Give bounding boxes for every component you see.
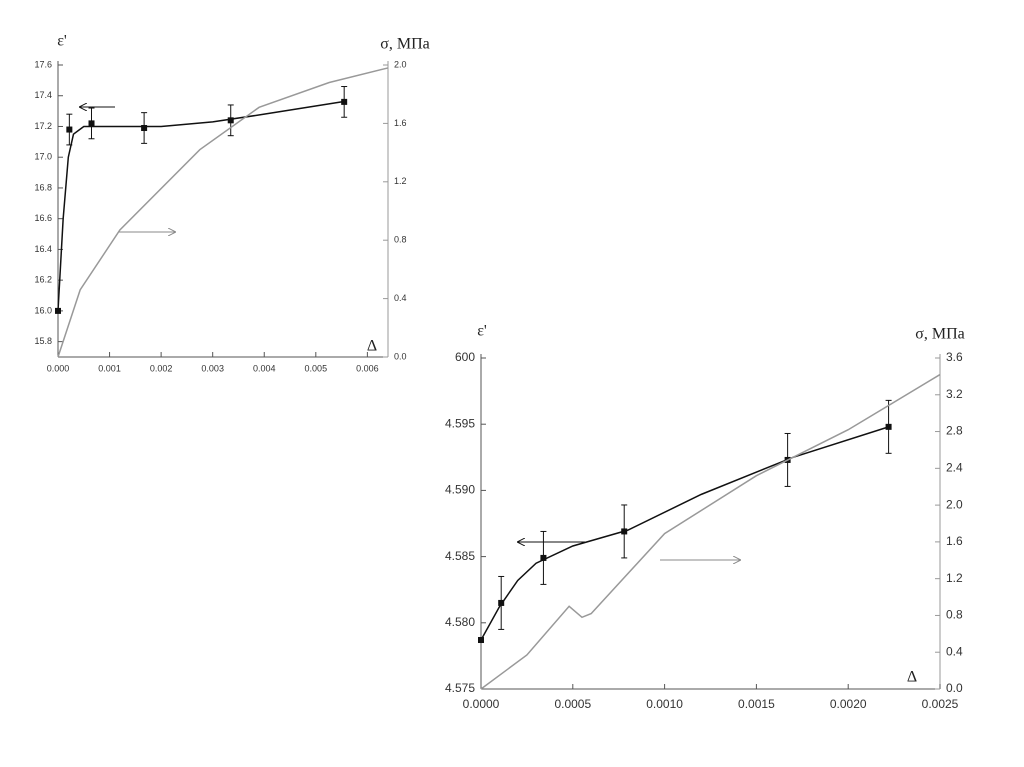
y-tick-label: 16.4 [34, 244, 52, 254]
y2-tick-label: 1.2 [946, 571, 963, 585]
y-tick-label: 16.2 [34, 275, 52, 285]
y2-tick-label: 2.0 [394, 59, 407, 69]
line [57, 67, 389, 358]
y2-tick-label: 2.4 [946, 461, 963, 475]
marker [498, 599, 505, 606]
y2-tick-label: 0.8 [946, 608, 963, 622]
y-tick-label: 15.8 [34, 336, 52, 346]
y-axis-label: ε' [477, 323, 487, 340]
y2-axis-label: σ, МПа [380, 36, 430, 53]
x-axis-label: Δ [367, 338, 377, 355]
marker [341, 98, 348, 105]
y2-tick-label: 0.8 [394, 235, 407, 245]
x-tick-label: 0.005 [305, 363, 328, 373]
x-tick-label: 0.006 [356, 363, 379, 373]
y-tick-label: 17.0 [34, 152, 52, 162]
y2-tick-label: 2.0 [946, 497, 963, 511]
y2-tick-label: 0.0 [946, 681, 963, 695]
y2-tick-label: 0.4 [394, 293, 407, 303]
x-tick-label: 0.0000 [463, 697, 500, 711]
marker [66, 126, 73, 133]
line [480, 373, 941, 690]
y2-tick-label: 2.8 [946, 424, 963, 438]
x-tick-label: 0.002 [150, 363, 173, 373]
x-tick-label: 0.0025 [922, 697, 959, 711]
x-tick-label: 0.0005 [554, 697, 591, 711]
marker [227, 117, 234, 124]
x-tick-label: 0.0010 [646, 697, 683, 711]
line [57, 101, 342, 311]
x-tick-label: 0.0020 [830, 697, 867, 711]
x-tick-label: 0.0015 [738, 697, 775, 711]
y2-axis-label: σ, МПа [915, 326, 965, 343]
y-tick-label: 4.585 [445, 549, 475, 563]
y-tick-label: 4.580 [445, 615, 475, 629]
marker [540, 554, 547, 561]
x-tick-label: 0.003 [201, 363, 224, 373]
marker [88, 120, 95, 127]
y-axis-label: ε' [57, 33, 67, 50]
y2-tick-label: 3.2 [946, 387, 963, 401]
y-tick-label: 17.2 [34, 121, 52, 131]
x-tick-label: 0.001 [98, 363, 121, 373]
line [480, 426, 889, 641]
marker [141, 125, 148, 132]
x-axis-label: Δ [907, 669, 917, 686]
y2-tick-label: 1.6 [946, 534, 963, 548]
y2-tick-label: 3.6 [946, 350, 963, 364]
y2-tick-label: 1.2 [394, 176, 407, 186]
x-tick-label: 0.000 [47, 363, 70, 373]
y-tick-label: 17.6 [34, 59, 52, 69]
y-tick-label: 17.4 [34, 90, 52, 100]
y2-tick-label: 0.4 [946, 644, 963, 658]
y-tick-label: 4.595 [445, 416, 475, 430]
y-tick-label: 16.6 [34, 213, 52, 223]
x-tick-label: 0.004 [253, 363, 276, 373]
y2-tick-label: 1.6 [394, 118, 407, 128]
y-tick-label: 600 [455, 350, 475, 364]
y2-tick-label: 0.0 [394, 351, 407, 361]
y-tick-label: 4.575 [445, 681, 475, 695]
y-tick-label: 4.590 [445, 483, 475, 497]
y-tick-label: 16.0 [34, 305, 52, 315]
y-tick-label: 16.8 [34, 182, 52, 192]
